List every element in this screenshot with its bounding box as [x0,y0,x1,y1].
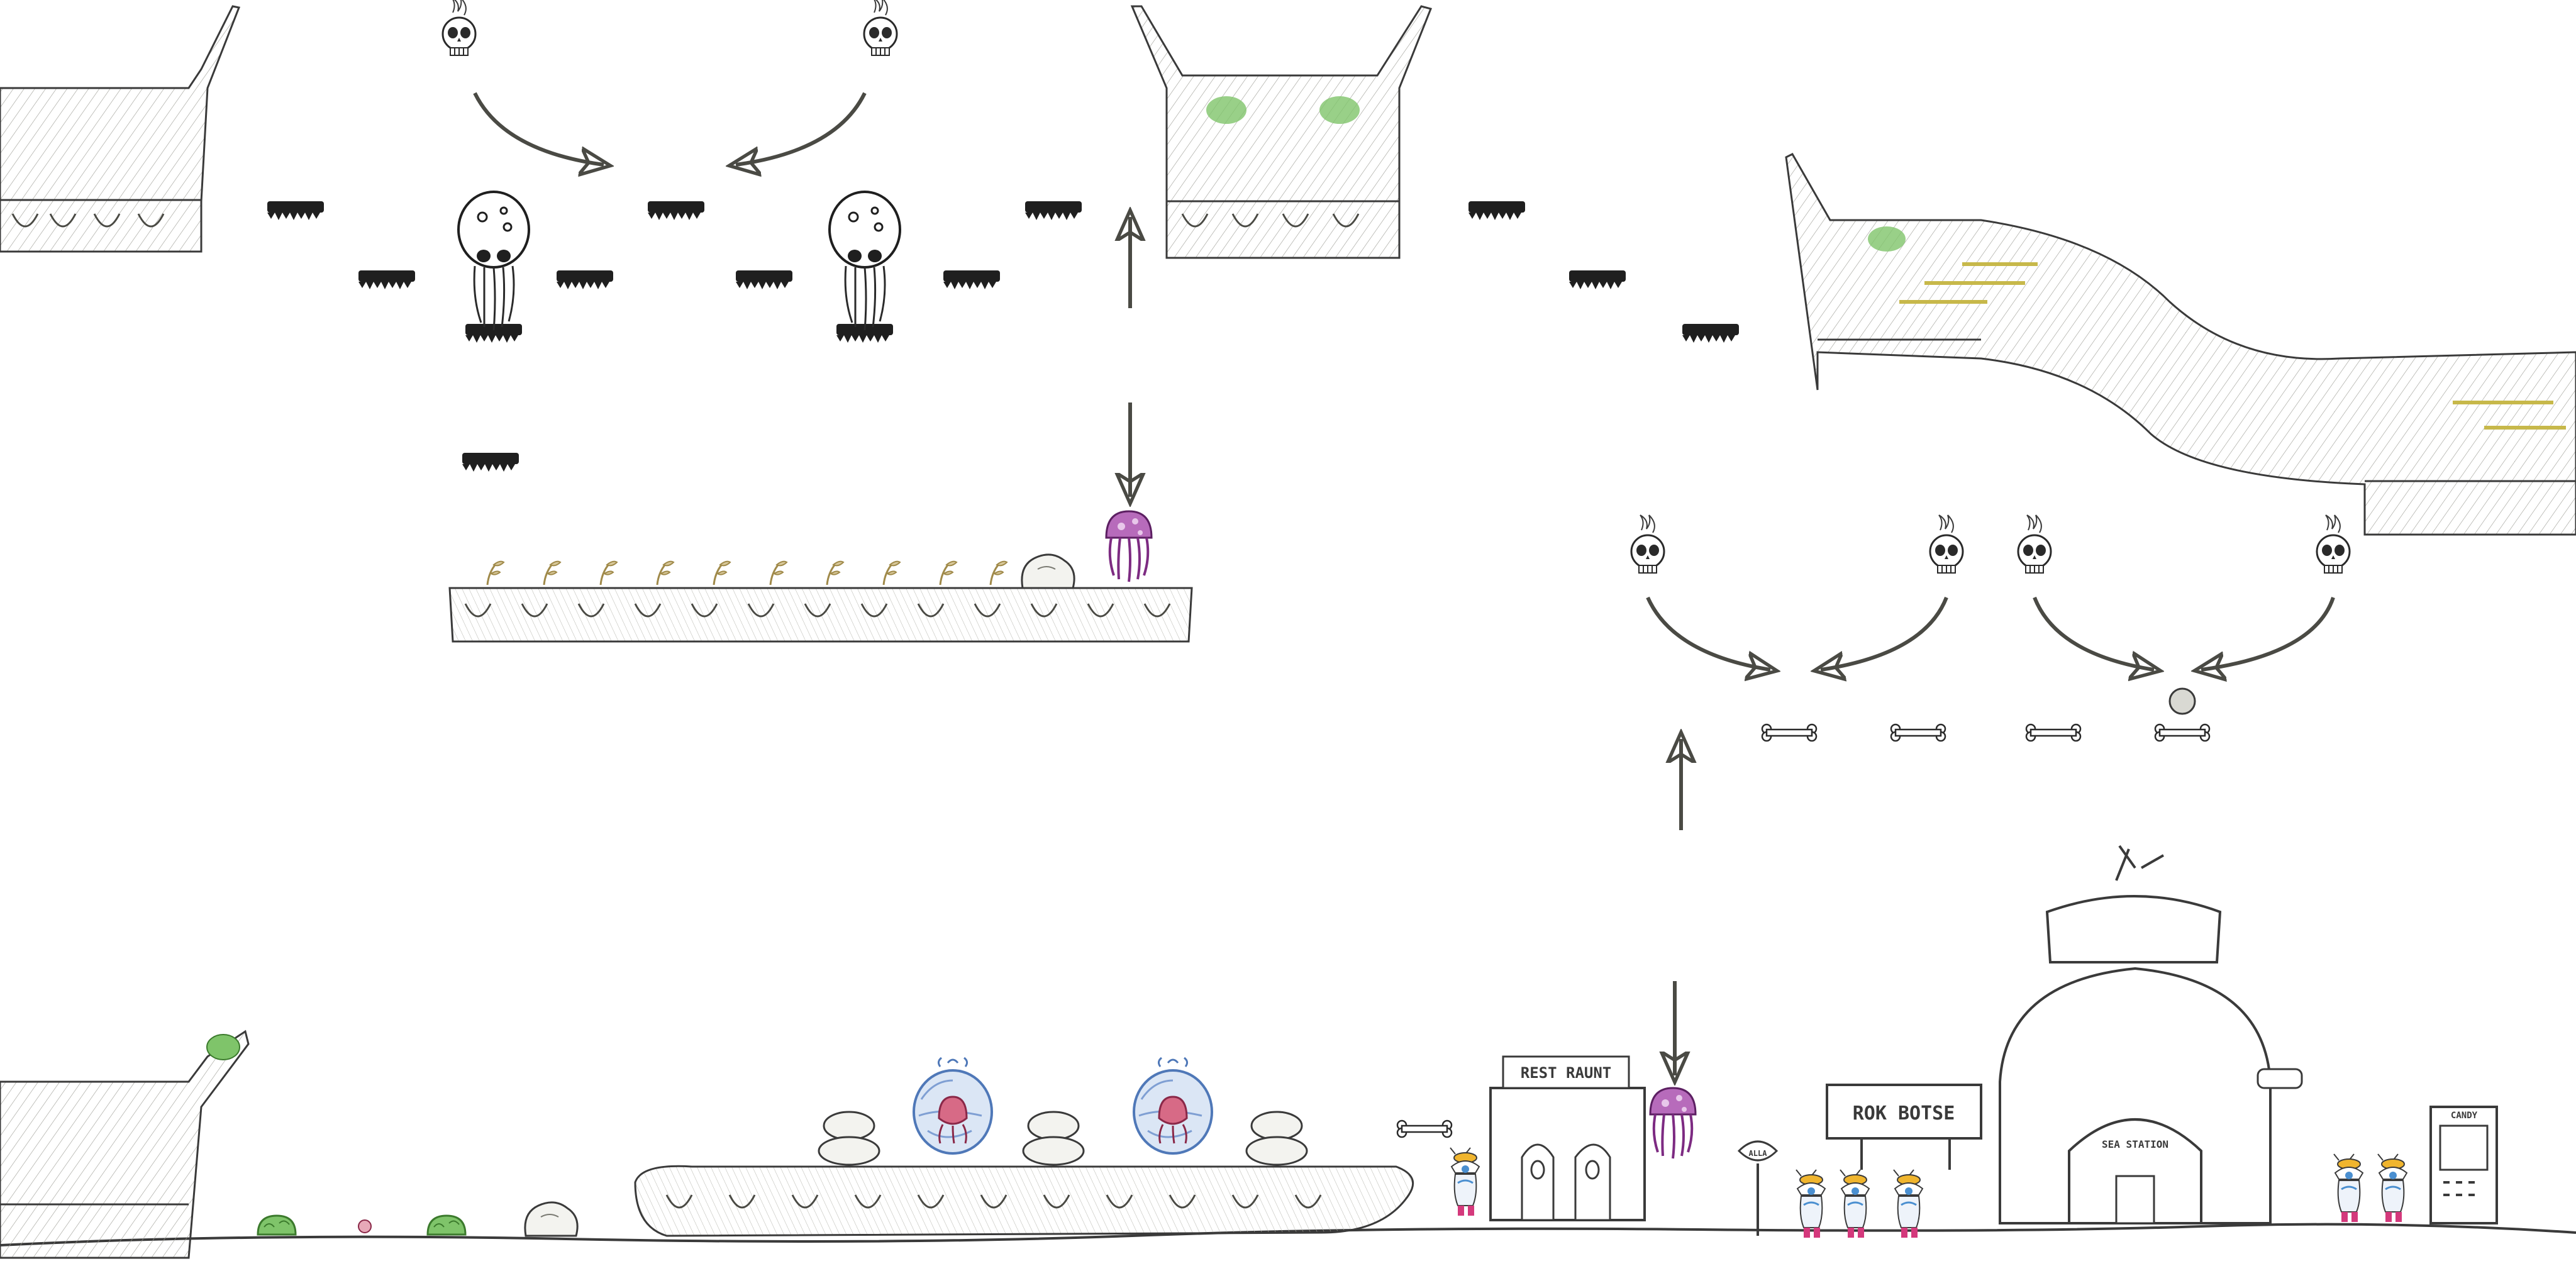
bone-icon [2025,723,2082,742]
spike-platform [557,270,613,289]
store-billboard: ROK BOTSE [1826,1084,1982,1170]
diver-npc-icon [1795,1169,1826,1239]
sprout-icon [656,560,675,586]
stone-stack [1022,1111,1085,1166]
sprout-icon [989,560,1008,586]
skull-icon [2316,514,2351,574]
skull-icon [2017,514,2052,574]
vending-machine: CANDY [2429,1106,2498,1224]
stone-stack [818,1111,880,1166]
skull-icon [863,0,898,57]
spike-platform [736,270,792,289]
spike-platform [1569,270,1626,289]
ledge-middle [448,587,1193,643]
sprout-icon [939,560,958,586]
stone-stack [1245,1111,1308,1166]
diver-npc-icon [1449,1146,1480,1217]
moss-creature-icon [426,1214,467,1236]
sprout-icon [769,560,788,586]
bone-icon [2154,723,2211,742]
sprout-icon [882,560,901,586]
spike-platform [462,453,519,472]
bone-icon [1396,1119,1453,1138]
arrow-icon [1646,596,1770,670]
cliff-top-left [0,5,241,253]
arrow-icon [2033,596,2154,670]
skull-icon [1929,514,1964,574]
diver-npc-icon [1839,1169,1870,1239]
vending-sign: CANDY [2451,1111,2478,1121]
low-platform [634,1165,1414,1237]
bone-icon [1890,723,1946,742]
post-sign: ALLA [1737,1140,1779,1236]
boulder-icon [524,1201,579,1237]
moss-creature-icon [257,1214,297,1236]
jellyfish-icon [1105,510,1153,583]
spike-platform [943,270,1000,289]
bone-icon [1761,723,1818,742]
dome-building: SEA STATION [1999,845,2303,1224]
pearl-icon [2168,687,2196,715]
bubble-enemy-icon [913,1057,993,1155]
skull-ghost-icon [828,191,901,331]
sprout-icon [486,560,505,586]
egg-icon [358,1219,372,1233]
restaurant-sign: REST RAUNT [1521,1064,1612,1082]
store-sign: ROK BOTSE [1853,1102,1955,1124]
cliff-top-middle [1130,5,1433,259]
skull-icon [1630,514,1665,574]
diver-npc-icon [2333,1153,2364,1223]
dome-sign: SEA STATION [2102,1138,2168,1150]
bubble-enemy-icon [1133,1057,1213,1155]
restaurant-building: REST RAUNT [1489,1055,1646,1221]
sprout-icon [543,560,562,586]
arrow-icon [1821,596,1948,670]
diver-npc-icon [2377,1153,2408,1223]
spike-platform [1468,201,1525,220]
spike-platform [358,270,415,289]
cliff-bottom-left [0,1030,250,1259]
sprout-icon [713,560,731,586]
arrow-icon [736,92,867,165]
spike-platform [648,201,704,220]
spike-platform [1025,201,1082,220]
arrow-icon [473,92,604,165]
spike-platform [1682,324,1739,343]
sprout-icon [599,560,618,586]
spike-platform [267,201,324,220]
skull-icon [441,0,477,57]
diver-npc-icon [1892,1169,1924,1239]
boulder-icon [1021,553,1075,589]
cliff-winding-right [1785,153,2576,536]
jellyfish-icon [1649,1087,1697,1160]
post-sign-text: ALLA [1749,1149,1768,1158]
arrow-icon [2201,597,2335,670]
sprout-icon [826,560,845,586]
skull-ghost-icon [457,191,530,331]
